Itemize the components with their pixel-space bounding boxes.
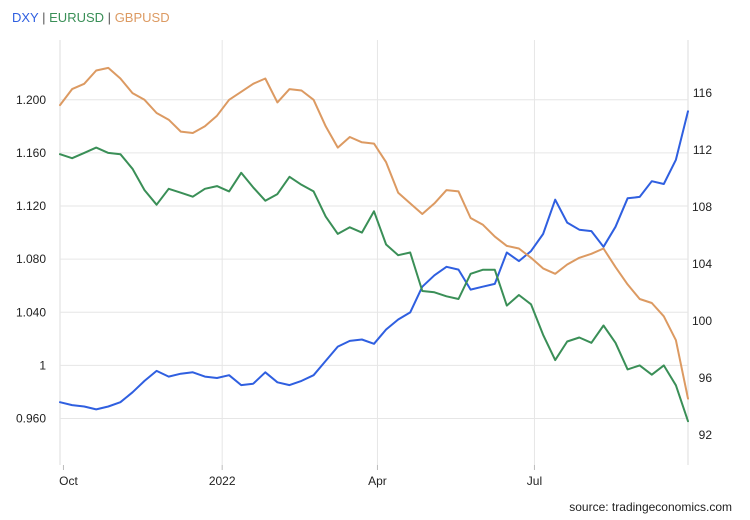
x-tick-label: Jul [527,474,542,488]
y-left-tick-label: 1 [39,358,46,372]
series-line-dxy[interactable] [59,110,689,411]
y-right-tick-label: 112 [693,143,712,157]
y-right-tick-label: 104 [692,257,712,271]
y-right-tick-label: 116 [693,86,712,100]
y-left-tick-label: 0.960 [16,412,46,426]
y-left-tick-label: 1.080 [16,252,46,266]
y-left-tick-label: 1.040 [16,305,46,319]
legend-dxy[interactable]: DXY [12,10,39,25]
chart-legend: DXY | EURUSD | GBPUSD [12,10,170,25]
legend-separator: | [107,10,112,25]
y-right-tick-label: 92 [699,428,713,442]
y-right-tick-label: 108 [692,200,712,214]
y-left-tick-label: 1.120 [16,199,46,213]
legend-eurusd[interactable]: EURUSD [49,10,105,25]
y-right-tick-label: 96 [699,371,713,385]
series-line-eurusd[interactable] [59,146,689,423]
source-note: source: tradingeconomics.com [569,500,732,514]
x-tick-label: Oct [59,474,78,488]
legend-gbpusd[interactable]: GBPUSD [114,10,170,25]
series-line-gbpusd[interactable] [59,66,689,400]
y-left-tick-label: 1.200 [16,93,46,107]
x-tick-label: Apr [368,474,387,488]
y-right-tick-label: 100 [692,314,712,328]
y-left-tick-label: 1.160 [16,146,46,160]
legend-separator: | [42,10,46,25]
x-tick-label: 2022 [209,474,236,488]
